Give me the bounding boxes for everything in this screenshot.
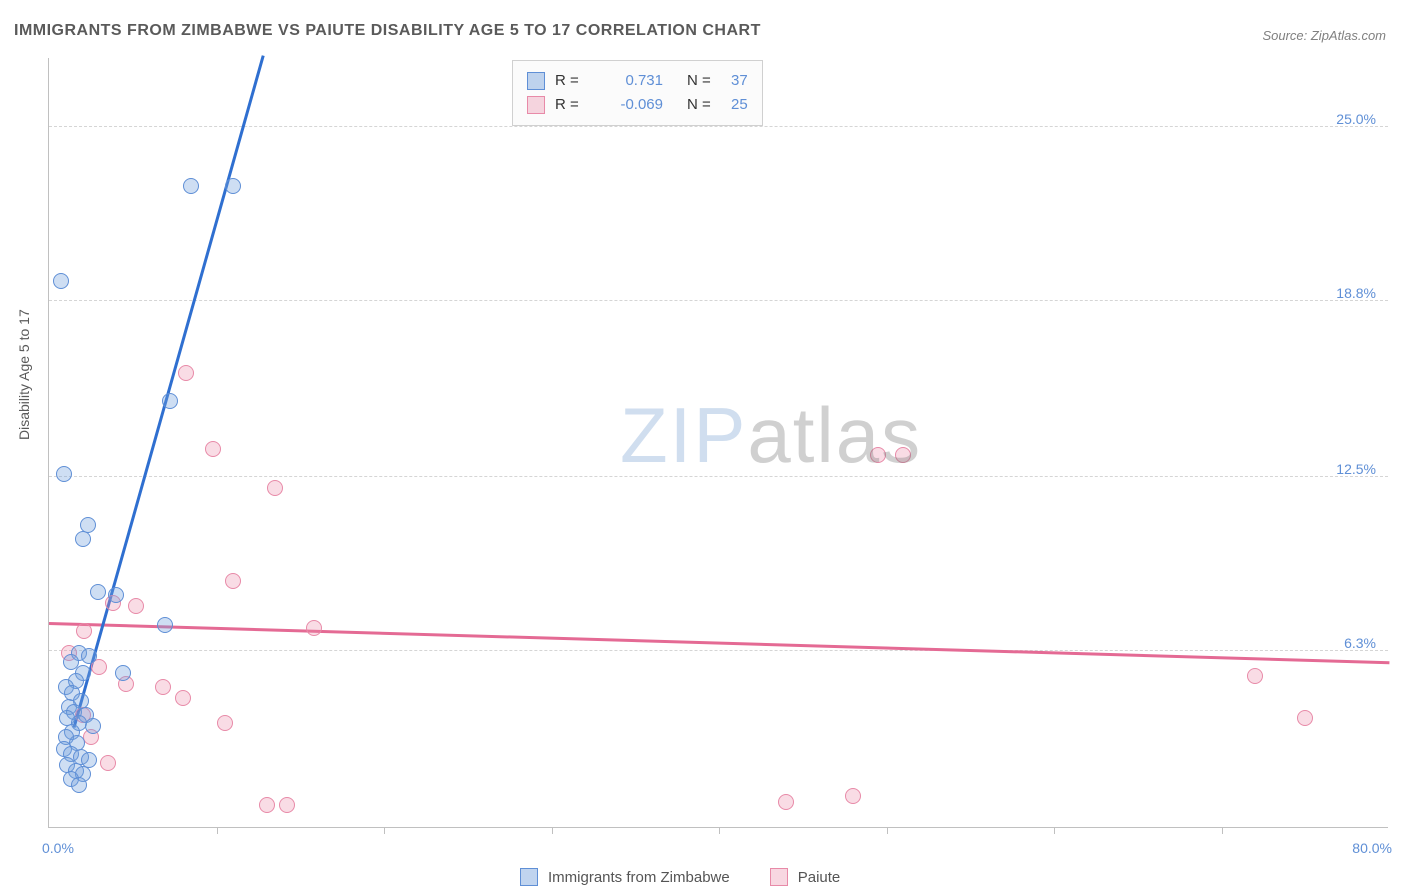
data-point-blue [81,648,97,664]
data-point-blue [71,777,87,793]
correlation-legend: R = 0.731 N = 37 R = -0.069 N = 25 [512,60,763,126]
x-tick [1054,827,1055,834]
x-tick-min: 0.0% [42,840,74,856]
series-legend: Immigrants from Zimbabwe Paiute [520,868,840,886]
y-tick-label: 6.3% [1344,635,1376,651]
legend-label-blue: Immigrants from Zimbabwe [548,869,730,886]
data-point-blue [115,665,131,681]
legend-r-label: R = [555,93,589,117]
y-axis-label: Disability Age 5 to 17 [16,309,32,440]
data-point-pink [128,598,144,614]
legend-r-blue: 0.731 [599,69,663,93]
x-tick [217,827,218,834]
x-tick [887,827,888,834]
data-point-blue [157,617,173,633]
data-point-blue [225,178,241,194]
data-point-pink [267,480,283,496]
legend-n-pink: 25 [731,93,748,117]
y-tick-label: 25.0% [1336,111,1376,127]
data-point-pink [279,797,295,813]
legend-label-pink: Paiute [798,869,841,886]
data-point-blue [85,718,101,734]
chart-title: IMMIGRANTS FROM ZIMBABWE VS PAIUTE DISAB… [14,22,761,40]
data-point-blue [90,584,106,600]
x-tick [719,827,720,834]
source-credit: Source: ZipAtlas.com [1262,28,1386,43]
legend-n-blue: 37 [731,69,748,93]
data-point-pink [306,620,322,636]
swatch-blue-icon [520,868,538,886]
x-tick [552,827,553,834]
data-point-blue [53,273,69,289]
data-point-blue [183,178,199,194]
data-point-pink [175,690,191,706]
data-point-pink [100,755,116,771]
data-point-pink [155,679,171,695]
trend-line-pink [49,622,1389,664]
data-point-pink [1247,668,1263,684]
x-tick-max: 80.0% [1352,840,1392,856]
x-tick [1222,827,1223,834]
legend-n-label: N = [687,93,721,117]
x-tick [384,827,385,834]
data-point-pink [259,797,275,813]
data-point-pink [870,447,886,463]
legend-row-blue: R = 0.731 N = 37 [527,69,748,93]
legend-r-pink: -0.069 [599,93,663,117]
data-point-blue [162,393,178,409]
gridline [49,650,1388,651]
data-point-blue [56,466,72,482]
y-tick-label: 18.8% [1336,285,1376,301]
data-point-pink [76,623,92,639]
swatch-blue-icon [527,72,545,90]
data-point-blue [108,587,124,603]
data-point-pink [205,441,221,457]
legend-r-label: R = [555,69,589,93]
plot-area: 6.3% 12.5% 18.8% 25.0% [48,58,1388,828]
data-point-pink [217,715,233,731]
gridline [49,300,1388,301]
swatch-pink-icon [527,96,545,114]
data-point-blue [75,531,91,547]
data-point-pink [178,365,194,381]
data-point-pink [895,447,911,463]
data-point-pink [778,794,794,810]
gridline [49,476,1388,477]
gridline [49,126,1388,127]
swatch-pink-icon [770,868,788,886]
data-point-pink [845,788,861,804]
data-point-pink [225,573,241,589]
legend-n-label: N = [687,69,721,93]
legend-row-pink: R = -0.069 N = 25 [527,93,748,117]
y-tick-label: 12.5% [1336,461,1376,477]
data-point-pink [1297,710,1313,726]
